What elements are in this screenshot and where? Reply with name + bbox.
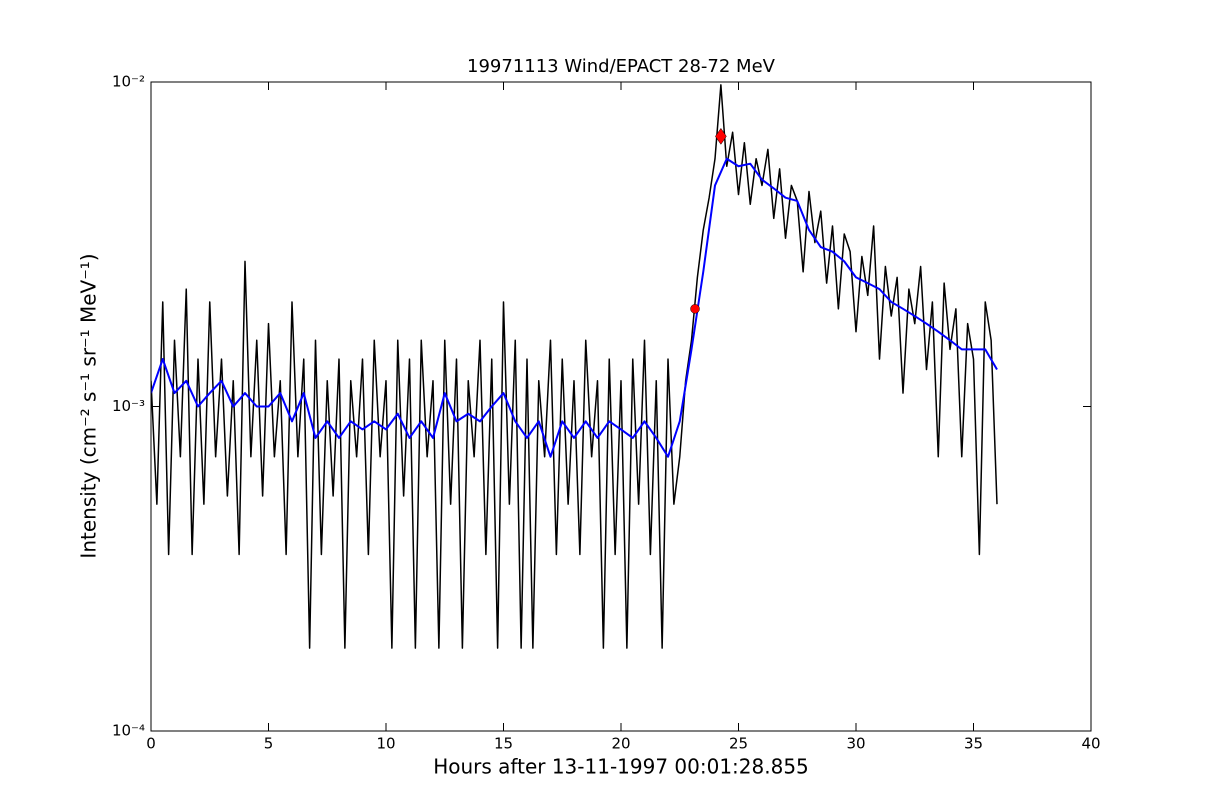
marker-circle (690, 304, 700, 314)
x-tick-label: 5 (264, 735, 274, 753)
marker-diamond (715, 127, 727, 145)
series (151, 157, 998, 458)
x-tick-label: 20 (611, 735, 630, 753)
x-tick-label: 0 (146, 735, 156, 753)
x-axis-label: Hours after 13-11-1997 00:01:28.855 (433, 755, 809, 779)
x-tick-label: 35 (964, 735, 983, 753)
plot-area (151, 84, 998, 649)
y-tick-label: 10⁻³ (112, 397, 145, 415)
series (151, 84, 998, 649)
x-tick-label: 30 (846, 735, 865, 753)
y-tick-label: 10⁻² (112, 73, 145, 91)
x-tick-label: 10 (376, 735, 395, 753)
y-axis-label: Intensity (cm⁻² s⁻¹ sr⁻¹ MeV⁻¹) (77, 253, 101, 558)
data-line (151, 84, 998, 649)
x-tick-label: 25 (729, 735, 748, 753)
data-line (151, 157, 998, 458)
x-tick-label: 40 (1081, 735, 1100, 753)
x-tick-label: 15 (494, 735, 513, 753)
y-tick-label: 10⁻⁴ (112, 722, 145, 740)
chart-title: 19971113 Wind/EPACT 28-72 MeV (467, 56, 776, 77)
